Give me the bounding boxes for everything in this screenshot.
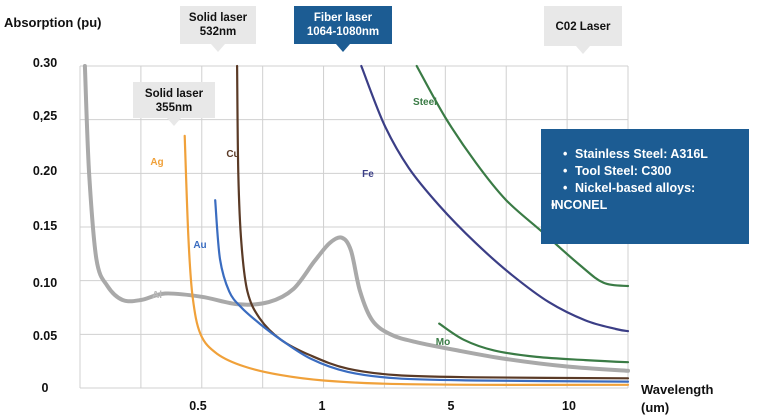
series-lines [82, 64, 630, 386]
alloy-info-box: Stainless Steel: A316L Tool Steel: C300 … [541, 129, 749, 244]
laser-marker-label: 532nm [200, 26, 236, 38]
series-line-ag [183, 134, 630, 386]
series-label-mo: Mo [436, 337, 450, 348]
y-tick-label: 0.30 [33, 56, 57, 70]
series-line-steel [415, 64, 630, 288]
laser-marker [180, 6, 256, 52]
series-label-ag: Ag [150, 157, 163, 168]
alloy-item: Nickel-based alloys: [563, 180, 739, 197]
y-tick-label: 0 [42, 381, 49, 395]
alloy-item: Stainless Steel: A316L [563, 146, 739, 163]
series-line-mo [438, 322, 630, 364]
laser-marker [133, 82, 215, 126]
y-tick-label: 0.20 [33, 164, 57, 178]
series-label-au: Au [193, 240, 206, 251]
laser-marker-label: Solid laser [145, 88, 204, 100]
laser-marker-label: Solid laser [189, 12, 248, 24]
laser-marker-label: 355nm [156, 102, 192, 114]
series-label-steel: Steel [413, 97, 437, 108]
y-tick-label: 0.15 [33, 219, 57, 233]
y-tick-label: 0,25 [33, 109, 57, 123]
series-line-au [214, 199, 630, 383]
laser-wavelength-markers: Solid laser 355nm Solid laser 532nm Fiber la… [133, 6, 622, 126]
series-labels: Al Ag Cu Au Fe Steel Mo [150, 97, 450, 348]
series-line-al [82, 64, 630, 373]
alloy-list: Stainless Steel: A316L Tool Steel: C300 … [551, 146, 739, 214]
x-tick-label: 1 [319, 399, 326, 413]
x-tick-label: 5 [448, 399, 455, 413]
y-axis-label: Absorption (pu) [4, 15, 101, 30]
x-axis-label-line1: Wavelength [641, 382, 714, 397]
x-axis-label-line2: (um) [641, 400, 669, 415]
laser-marker [294, 6, 392, 52]
axis-ticks: 0 0.05 0.10 0.15 0.20 0,25 0.30 0.5 1 5 10 [33, 56, 576, 413]
series-label-fe: Fe [362, 169, 374, 180]
laser-marker-label: C02 Laser [556, 21, 612, 33]
alloy-item-continuation: INCONEL [551, 197, 739, 214]
laser-marker-label: 1064-1080nm [307, 26, 379, 38]
series-label-al: Al [152, 290, 162, 301]
x-tick-label: 10 [562, 399, 576, 413]
y-tick-label: 0.05 [33, 329, 57, 343]
series-line-fe [360, 64, 630, 333]
alloy-item: Tool Steel: C300 [563, 163, 739, 180]
series-label-cu: Cu [226, 149, 239, 160]
x-tick-label: 0.5 [189, 399, 206, 413]
y-tick-label: 0.10 [33, 276, 57, 290]
laser-marker [544, 6, 622, 54]
laser-marker-label: Fiber laser [314, 12, 373, 24]
